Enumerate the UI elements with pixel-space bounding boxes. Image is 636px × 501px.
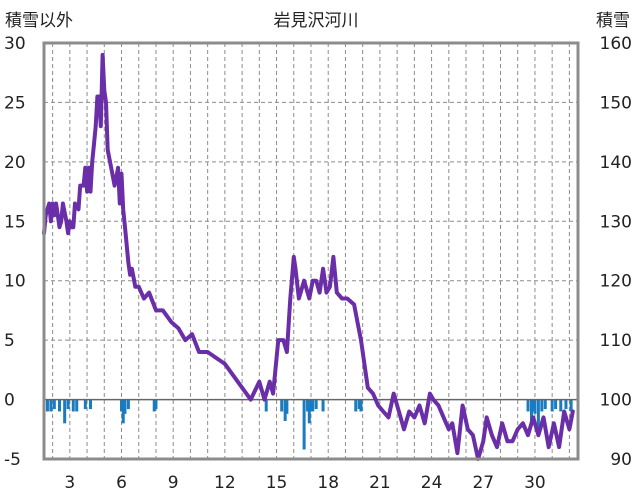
bar — [121, 399, 125, 424]
bar — [283, 399, 287, 421]
bar — [357, 399, 361, 410]
x-tick-label: 9 — [168, 473, 179, 493]
bar — [123, 399, 127, 414]
bar — [83, 399, 87, 410]
bar — [314, 399, 318, 410]
line-path — [42, 52, 575, 461]
bar — [533, 399, 537, 414]
bar — [531, 399, 535, 412]
bar — [49, 399, 53, 412]
bar — [550, 399, 554, 412]
bar — [120, 399, 124, 412]
bar — [58, 399, 62, 412]
grid — [44, 43, 578, 459]
x-tick-label: 15 — [266, 473, 288, 493]
bar — [63, 399, 67, 424]
right-y-ticks: 90 100 110 120 130 140 150 160 — [600, 34, 632, 470]
bar — [543, 399, 547, 410]
right-axis-label: 積雪 — [596, 11, 630, 31]
bar — [152, 399, 156, 412]
left-tick-label: 10 — [4, 272, 26, 292]
bar — [540, 399, 544, 412]
right-tick-label: 100 — [600, 391, 632, 411]
left-tick-label: 0 — [4, 391, 15, 411]
right-tick-label: 140 — [600, 153, 632, 173]
right-tick-label: 130 — [600, 212, 632, 232]
x-tick-label: 21 — [369, 473, 391, 493]
bar — [264, 399, 268, 412]
bar — [321, 399, 325, 412]
left-axis-label: 積雪以外 — [5, 11, 73, 31]
right-tick-label: 110 — [600, 331, 632, 351]
bar — [311, 399, 315, 412]
x-ticks: 3 6 9 12 15 18 21 24 27 30 — [64, 473, 545, 493]
x-tick-label: 27 — [472, 473, 494, 493]
x-tick-label: 30 — [524, 473, 546, 493]
left-tick-label: 5 — [4, 331, 15, 351]
x-tick-label: 18 — [317, 473, 339, 493]
bar — [52, 399, 56, 410]
chart-title: 岩見沢河川 — [274, 11, 359, 31]
x-tick-label: 6 — [116, 473, 127, 493]
right-tick-label: 160 — [600, 34, 632, 54]
plot-frame — [42, 41, 580, 461]
bar — [359, 399, 363, 412]
bar — [66, 399, 70, 410]
bar — [307, 399, 311, 424]
x-tick-label: 12 — [214, 473, 236, 493]
bar — [526, 399, 530, 412]
bar — [306, 399, 310, 412]
bar — [569, 399, 573, 412]
bar — [564, 399, 568, 410]
bar — [354, 399, 358, 412]
bar — [45, 399, 49, 412]
x-tick-label: 24 — [421, 473, 443, 493]
bar — [554, 399, 558, 410]
left-y-ticks: -5 0 5 10 15 20 25 30 — [4, 34, 26, 470]
bar — [71, 399, 75, 412]
left-tick-label: 15 — [4, 212, 26, 232]
bar — [285, 399, 289, 414]
right-tick-label: 150 — [600, 93, 632, 113]
left-tick-label: 30 — [4, 34, 26, 54]
bar — [126, 399, 130, 410]
bar — [309, 399, 313, 412]
left-tick-label: -5 — [4, 450, 21, 470]
x-tick-label: 3 — [64, 473, 75, 493]
left-tick-label: 20 — [4, 153, 26, 173]
bar — [154, 399, 158, 410]
left-tick-label: 25 — [4, 93, 26, 113]
right-tick-label: 90 — [610, 450, 632, 470]
right-tick-label: 120 — [600, 272, 632, 292]
bar — [302, 399, 306, 450]
line-series — [42, 52, 575, 461]
bar — [536, 399, 540, 430]
bar — [529, 399, 533, 424]
bar — [89, 399, 93, 410]
bar-series — [45, 399, 573, 450]
bar — [280, 399, 284, 412]
bar — [559, 399, 563, 412]
bar — [75, 399, 79, 412]
